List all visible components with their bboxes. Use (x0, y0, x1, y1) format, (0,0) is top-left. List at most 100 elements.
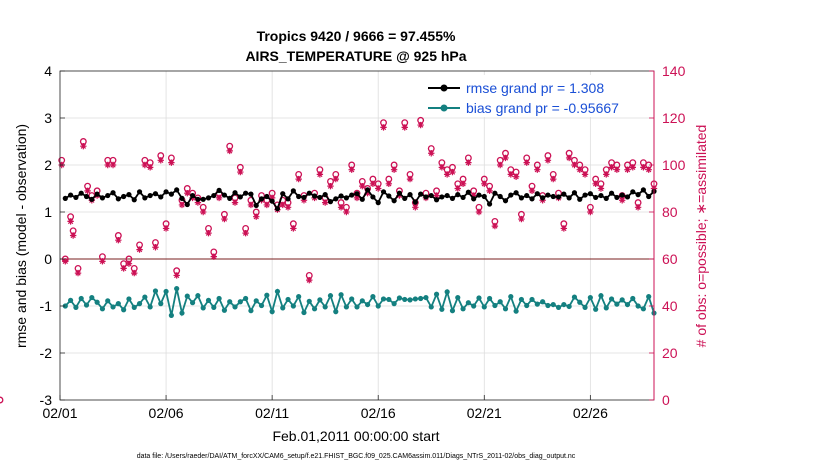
rmse-point (577, 196, 583, 202)
obs-assimilated-marker (587, 208, 594, 216)
bias-point (455, 294, 461, 301)
bias-point (232, 304, 238, 310)
obs-assimilated-marker (226, 147, 233, 155)
bias-point (444, 289, 450, 295)
bias-point (179, 310, 185, 316)
obs-assimilated-marker (306, 276, 313, 284)
obs-assimilated-marker (459, 180, 467, 187)
bias-point (449, 308, 456, 314)
x-tick-label: 02/21 (467, 405, 502, 421)
rmse-point (258, 196, 265, 202)
y-left-tick-label: 3 (44, 110, 52, 126)
rmse-point (89, 196, 95, 202)
bias-point (386, 296, 392, 303)
bias-point (285, 296, 291, 303)
obs-assimilated-marker (337, 204, 345, 211)
obs-assimilated-marker (359, 182, 366, 190)
obs-possible-marker (0, 396, 4, 404)
rmse-point (492, 190, 498, 196)
obs-assimilated-marker (300, 197, 308, 204)
rmse-point (603, 195, 609, 201)
obs-assimilated-marker (417, 121, 424, 129)
rmse-point (455, 192, 461, 198)
bias-point (481, 304, 487, 310)
bias-point (243, 295, 249, 302)
rmse-point (566, 195, 572, 201)
obs-assimilated-marker (560, 225, 568, 232)
obs-assimilated-marker (125, 260, 133, 267)
rmse-point (243, 190, 249, 196)
obs-assimilated-marker (550, 175, 557, 183)
rmse-point (195, 196, 201, 202)
rmse-point (205, 195, 212, 201)
rmse-point (115, 196, 121, 202)
obs-assimilated-marker (470, 192, 477, 199)
obs-assimilated-marker (385, 180, 393, 187)
bias-point (614, 301, 620, 307)
obs-count-layer (0, 118, 658, 404)
bias-point (274, 288, 281, 295)
bias-point (593, 306, 599, 312)
obs-assimilated-marker (528, 187, 536, 195)
bias-point (258, 302, 265, 309)
obs-assimilated-marker (316, 171, 324, 178)
bias-point (433, 291, 440, 297)
obs-assimilated-marker (242, 229, 249, 237)
obs-assimilated-marker (279, 201, 286, 209)
rmse-point (94, 191, 100, 197)
chart-subtitle: AIRS_TEMPERATURE @ 925 hPa (245, 48, 466, 64)
obs-assimilated-marker (146, 164, 154, 171)
bias-point (227, 299, 233, 305)
bias-point (402, 296, 408, 303)
y-left-tick-label: -2 (40, 345, 53, 361)
obs-assimilated-marker (629, 164, 636, 171)
bias-point (524, 302, 530, 309)
bias-point (280, 305, 286, 311)
bias-point (486, 295, 493, 302)
obs-assimilated-marker (136, 246, 143, 253)
obs-assimilated-marker (221, 215, 228, 223)
rmse-point (110, 190, 116, 196)
x-tick-label: 02/11 (255, 405, 289, 421)
rmse-point (396, 190, 403, 196)
bias-point (195, 293, 201, 299)
obs-assimilated-marker (608, 164, 615, 171)
rmse-point (126, 192, 132, 198)
rmse-point (444, 192, 450, 199)
rmse-point (121, 193, 127, 200)
obs-assimilated-marker (152, 244, 159, 251)
rmse-point (571, 190, 578, 196)
obs-assimilated-marker (380, 124, 387, 131)
obs-assimilated-marker (454, 185, 461, 192)
obs-assimilated-marker (353, 194, 361, 202)
bias-point (189, 300, 196, 306)
rmse-point (285, 196, 291, 202)
bias-point (174, 286, 180, 292)
y-left-tick-label: 0 (44, 251, 52, 267)
obs-assimilated-marker (613, 166, 621, 173)
chart-title: Tropics 9420 / 9666 = 97.455% (257, 28, 456, 44)
bias-line (64, 288, 655, 317)
bias-point (635, 303, 641, 309)
rmse-point (386, 193, 392, 199)
y-axis-left: -3 -2 -1 0 1 2 3 4 (40, 63, 65, 408)
bias-point (471, 303, 477, 309)
rmse-point (418, 191, 424, 197)
rmse-point (152, 191, 159, 197)
obs-assimilated-marker (69, 232, 77, 239)
obs-assimilated-marker (592, 180, 599, 187)
bias-point (550, 301, 556, 308)
bias-point (264, 292, 270, 298)
rmse-point (449, 195, 456, 201)
bias-point (269, 309, 275, 315)
rmse-point (614, 194, 620, 201)
bias-point (343, 304, 349, 310)
rmse-line (64, 188, 655, 211)
bias-point (158, 301, 164, 307)
bias-point (296, 294, 302, 300)
obs-assimilated-marker (645, 166, 652, 173)
bias-point (439, 306, 445, 312)
rmse-point (68, 192, 74, 198)
obs-assimilated-marker (624, 166, 631, 173)
